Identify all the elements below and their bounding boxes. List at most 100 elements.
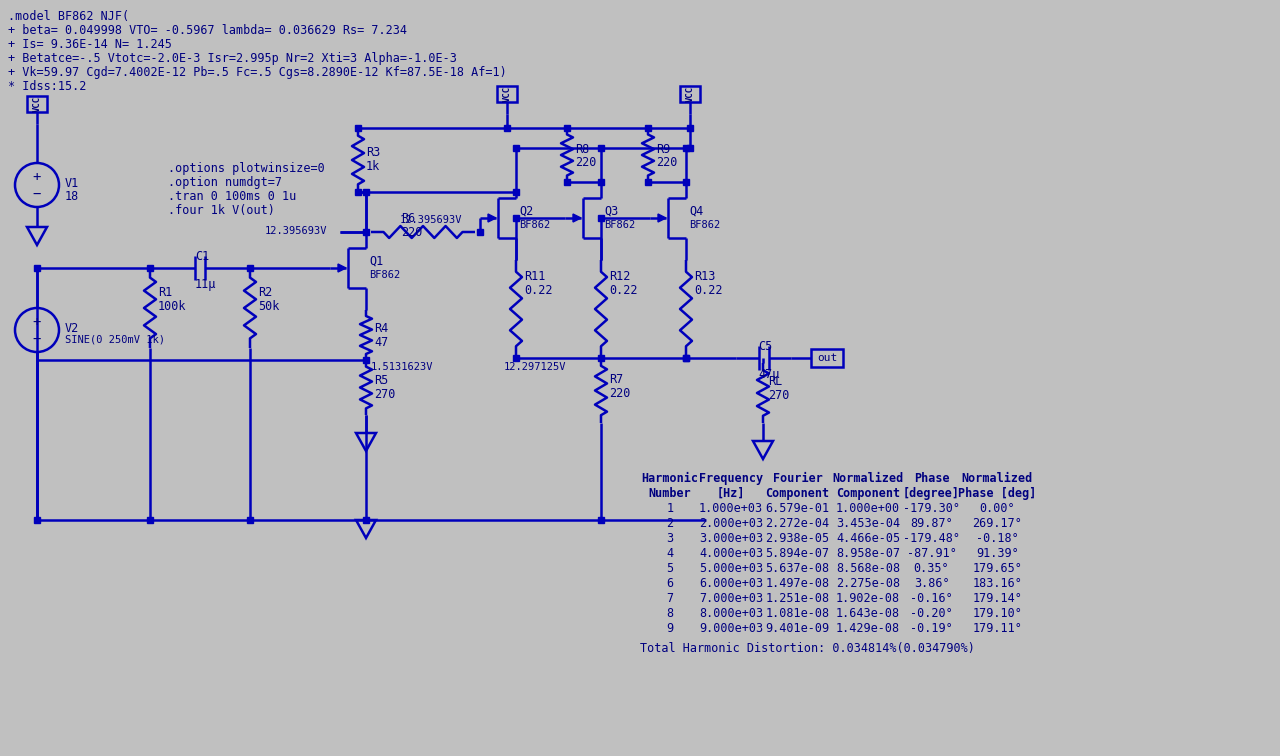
- Text: Q3: Q3: [604, 205, 618, 218]
- Text: -0.16°: -0.16°: [910, 592, 952, 605]
- Text: 4: 4: [667, 547, 673, 560]
- Text: 50k: 50k: [259, 300, 279, 313]
- Text: Harmonic: Harmonic: [641, 472, 699, 485]
- Text: 2.938e-05: 2.938e-05: [765, 532, 829, 545]
- Text: R8: R8: [575, 143, 589, 156]
- Text: 0.22: 0.22: [694, 284, 722, 297]
- Text: 0.35°: 0.35°: [914, 562, 950, 575]
- Text: 6: 6: [667, 577, 673, 590]
- Text: 5.637e-08: 5.637e-08: [765, 562, 829, 575]
- Text: 2.000e+03: 2.000e+03: [699, 517, 763, 530]
- Text: BF862: BF862: [604, 220, 635, 230]
- Text: C5: C5: [758, 340, 772, 353]
- Text: V1: V1: [65, 177, 79, 190]
- Text: 1.000e+00: 1.000e+00: [836, 502, 900, 515]
- Text: 9.000e+03: 9.000e+03: [699, 622, 763, 635]
- Text: Component: Component: [836, 487, 900, 500]
- Text: 18: 18: [65, 190, 79, 203]
- Text: 0.22: 0.22: [609, 284, 637, 297]
- Text: Phase: Phase: [914, 472, 950, 485]
- Text: 220: 220: [575, 156, 596, 169]
- Polygon shape: [573, 214, 581, 222]
- Text: R1: R1: [157, 286, 173, 299]
- Text: .option numdgt=7: .option numdgt=7: [168, 176, 282, 189]
- Text: -0.18°: -0.18°: [977, 532, 1019, 545]
- Text: 1.902e-08: 1.902e-08: [836, 592, 900, 605]
- Polygon shape: [338, 264, 346, 272]
- Text: 179.11°: 179.11°: [973, 622, 1023, 635]
- Text: R2: R2: [259, 286, 273, 299]
- Text: .options plotwinsize=0: .options plotwinsize=0: [168, 162, 325, 175]
- Text: Frequency: Frequency: [699, 472, 763, 485]
- Text: VCC: VCC: [32, 96, 41, 112]
- Text: 100k: 100k: [157, 300, 187, 313]
- Text: Q1: Q1: [369, 255, 383, 268]
- Text: 89.87°: 89.87°: [910, 517, 952, 530]
- Text: 4.000e+03: 4.000e+03: [699, 547, 763, 560]
- Text: Q2: Q2: [518, 205, 534, 218]
- Text: 8.000e+03: 8.000e+03: [699, 607, 763, 620]
- Text: R5: R5: [374, 374, 388, 387]
- Text: [Hz]: [Hz]: [717, 487, 745, 500]
- Text: .four 1k V(out): .four 1k V(out): [168, 204, 275, 217]
- Text: Q4: Q4: [689, 205, 703, 218]
- Text: −: −: [33, 187, 41, 201]
- Text: −: −: [33, 332, 41, 346]
- Text: -179.30°: -179.30°: [902, 502, 960, 515]
- Text: Phase [deg]: Phase [deg]: [959, 487, 1037, 500]
- Text: 8: 8: [667, 607, 673, 620]
- Text: 270: 270: [768, 389, 790, 402]
- Text: Component: Component: [765, 487, 829, 500]
- Text: 183.16°: 183.16°: [973, 577, 1023, 590]
- Text: RL: RL: [768, 375, 782, 388]
- Text: 269.17°: 269.17°: [973, 517, 1023, 530]
- Bar: [812, 349, 844, 367]
- Text: R7: R7: [609, 373, 623, 386]
- Text: 5.894e-07: 5.894e-07: [765, 547, 829, 560]
- Text: 3.86°: 3.86°: [914, 577, 950, 590]
- Text: 179.14°: 179.14°: [973, 592, 1023, 605]
- Text: 8.958e-07: 8.958e-07: [836, 547, 900, 560]
- Text: 5: 5: [667, 562, 673, 575]
- Bar: [497, 86, 517, 102]
- Text: 220: 220: [401, 226, 422, 239]
- Text: 1: 1: [667, 502, 673, 515]
- Text: 47: 47: [374, 336, 388, 349]
- Text: Normalized: Normalized: [961, 472, 1033, 485]
- Text: 6.000e+03: 6.000e+03: [699, 577, 763, 590]
- Text: [degree]: [degree]: [902, 487, 960, 500]
- Text: + Betatce=-.5 Vtotc=-2.0E-3 Isr=2.995p Nr=2 Xti=3 Alpha=-1.0E-3: + Betatce=-.5 Vtotc=-2.0E-3 Isr=2.995p N…: [8, 52, 457, 65]
- Text: VCC: VCC: [686, 86, 695, 102]
- Text: 9.401e-09: 9.401e-09: [765, 622, 829, 635]
- Text: 0.00°: 0.00°: [979, 502, 1015, 515]
- Text: 0.22: 0.22: [524, 284, 553, 297]
- Text: 12.297125V: 12.297125V: [504, 362, 567, 372]
- Text: 7: 7: [667, 592, 673, 605]
- Text: 1.497e-08: 1.497e-08: [765, 577, 829, 590]
- Text: R11: R11: [524, 270, 545, 283]
- Text: 1.5131623V: 1.5131623V: [371, 362, 434, 372]
- Text: +: +: [33, 315, 41, 329]
- Text: 220: 220: [657, 156, 677, 169]
- Text: + beta= 0.049998 VTO= -0.5967 lambda= 0.036629 Rs= 7.234: + beta= 0.049998 VTO= -0.5967 lambda= 0.…: [8, 24, 407, 37]
- Text: 179.65°: 179.65°: [973, 562, 1023, 575]
- Text: 1.251e-08: 1.251e-08: [765, 592, 829, 605]
- Text: 2: 2: [667, 517, 673, 530]
- Text: 3.453e-04: 3.453e-04: [836, 517, 900, 530]
- Text: R9: R9: [657, 143, 671, 156]
- Text: 1.000e+03: 1.000e+03: [699, 502, 763, 515]
- Text: 220: 220: [609, 387, 630, 400]
- Text: R13: R13: [694, 270, 716, 283]
- Text: 91.39°: 91.39°: [977, 547, 1019, 560]
- Text: BF862: BF862: [689, 220, 721, 230]
- Text: 5.000e+03: 5.000e+03: [699, 562, 763, 575]
- Text: + Is= 9.36E-14 N= 1.245: + Is= 9.36E-14 N= 1.245: [8, 38, 172, 51]
- Polygon shape: [658, 214, 666, 222]
- Text: -179.48°: -179.48°: [902, 532, 960, 545]
- Text: 1.429e-08: 1.429e-08: [836, 622, 900, 635]
- Text: .tran 0 100ms 0 1u: .tran 0 100ms 0 1u: [168, 190, 296, 203]
- Text: 1.081e-08: 1.081e-08: [765, 607, 829, 620]
- Text: 1k: 1k: [366, 160, 380, 173]
- Bar: [680, 86, 700, 102]
- Text: out: out: [817, 353, 837, 363]
